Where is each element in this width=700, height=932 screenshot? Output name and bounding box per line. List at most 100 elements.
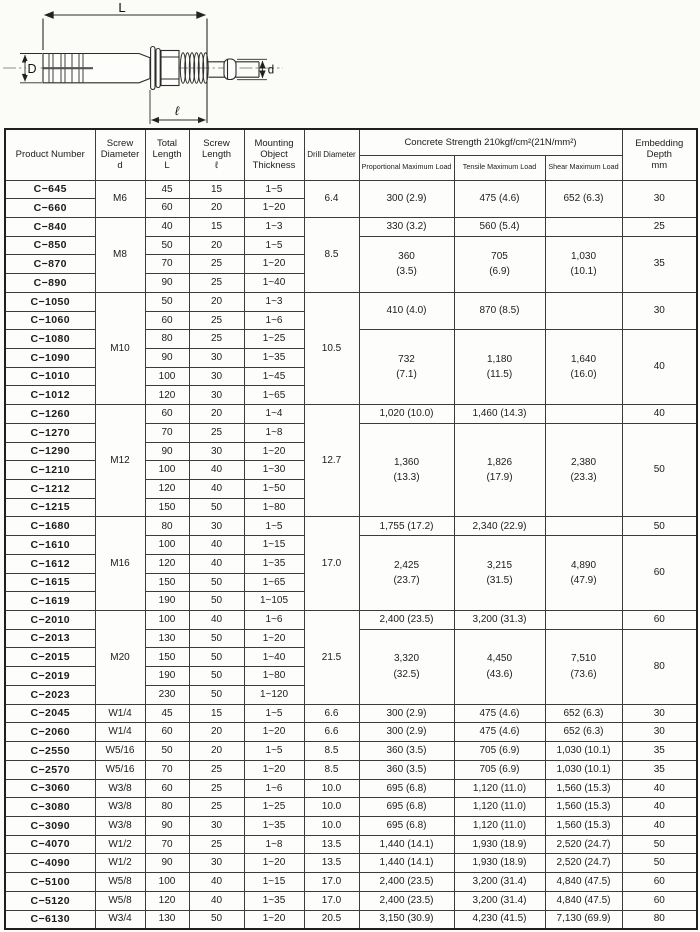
product-number-cell: C−2013 bbox=[4, 628, 96, 649]
spec-cell: 1~65 bbox=[243, 385, 305, 406]
spec-cell: 1~35 bbox=[243, 347, 305, 368]
spec-cell: 3,200 (31.3) bbox=[453, 610, 546, 630]
spec-cell: 30 bbox=[621, 291, 698, 331]
spec-cell: 20 bbox=[188, 741, 245, 761]
product-number-cell: C−1290 bbox=[4, 441, 96, 462]
spec-cell: 50 bbox=[188, 497, 245, 518]
thread-section bbox=[179, 52, 209, 84]
spec-cell: 330 (3.2) bbox=[358, 216, 455, 237]
col-header-drill-diameter: Drill Diameter bbox=[303, 128, 360, 181]
washer bbox=[150, 45, 161, 91]
spec-cell: W3/4 bbox=[94, 909, 146, 930]
spec-cell: 3,320 (32.5) bbox=[358, 628, 455, 705]
spec-cell: 475 (4.6) bbox=[453, 179, 546, 218]
spec-cell: 190 bbox=[144, 591, 190, 612]
col-header-screw-length: Screw Length ℓ bbox=[188, 128, 245, 181]
table-row: C−4090 W1/2 90 30 1~20 13.5 1,440 (14.1) 1,930 … bbox=[4, 853, 698, 874]
spec-cell: 60 bbox=[144, 310, 190, 331]
spec-cell: 21.5 bbox=[303, 610, 360, 705]
spec-cell: 695 (6.8) bbox=[358, 797, 455, 817]
spec-cell: 50 bbox=[144, 291, 190, 312]
spec-cell: 50 bbox=[188, 647, 245, 668]
spec-cell: 50 bbox=[188, 666, 245, 686]
col-header-screw-diameter: Screw Diameter d bbox=[94, 128, 146, 181]
spec-cell: 45 bbox=[144, 703, 190, 724]
product-number-cell: C−2023 bbox=[4, 684, 96, 705]
spec-cell: 1,826 (17.9) bbox=[453, 422, 546, 518]
spec-cell: 30 bbox=[188, 516, 245, 537]
table-row: C−1270 70 25 1~8 1,360 (13.3) 1,826 (17.9) 2,3… bbox=[4, 422, 698, 518]
spec-cell: 2,400 (23.5) bbox=[358, 872, 455, 892]
spec-cell: 45 bbox=[144, 179, 190, 200]
spec-cell: 50 bbox=[144, 235, 190, 256]
spec-cell: 360 (3.5) bbox=[358, 741, 455, 761]
spec-cell: 15 bbox=[188, 179, 245, 200]
spec-cell: 35 bbox=[621, 741, 698, 761]
table-row: C−1680 M16 80 30 1~5 17.0 1,755 (17.2) 2,340 (2… bbox=[4, 516, 698, 612]
table-body: C−645 M6 45 15 1~5 6.4 300 (2.9) 475 (4.6) 652 (… bbox=[4, 179, 698, 930]
spec-cell: 1~8 bbox=[243, 422, 305, 443]
spec-cell: 1,030 (10.1) bbox=[544, 235, 623, 293]
spec-cell: 1~30 bbox=[243, 460, 305, 480]
product-number-cell: C−2570 bbox=[4, 759, 96, 780]
product-number-cell: C−5100 bbox=[4, 872, 96, 892]
spec-cell: M20 bbox=[94, 610, 146, 705]
table-row: C−3090 W3/8 90 30 1~35 10.0 695 (6.8) 1,120 (11… bbox=[4, 815, 698, 836]
spec-cell bbox=[544, 216, 623, 237]
spec-cell: 1~50 bbox=[243, 479, 305, 499]
spec-cell: 1,030 (10.1) bbox=[544, 759, 623, 780]
product-number-cell: C−1012 bbox=[4, 385, 96, 406]
spec-cell: 3,150 (30.9) bbox=[358, 909, 455, 930]
spec-cell: M12 bbox=[94, 404, 146, 518]
spec-cell: 40 bbox=[144, 216, 190, 237]
table-row: C−1260 M12 60 20 1~4 12.7 1,020 (10.0) 1,460 (1… bbox=[4, 404, 698, 518]
spec-cell: 25 bbox=[188, 254, 245, 275]
spec-cell: 3,200 (31.4) bbox=[453, 872, 546, 892]
spec-cell: 90 bbox=[144, 441, 190, 462]
spec-cell: W1/4 bbox=[94, 703, 146, 724]
spec-cell: 1,560 (15.3) bbox=[544, 815, 623, 836]
spec-cell: 12.7 bbox=[303, 404, 360, 518]
product-number-cell: C−1680 bbox=[4, 516, 96, 537]
spec-cell: 1,460 (14.3) bbox=[453, 404, 546, 424]
spec-cell: 30 bbox=[188, 815, 245, 836]
product-number-cell: C−1210 bbox=[4, 460, 96, 480]
product-number-cell: C−1612 bbox=[4, 553, 96, 574]
table-row: C−1010 100 30 1~45 bbox=[4, 366, 697, 387]
spec-cell: 25 bbox=[188, 310, 245, 331]
spec-cell: 1~105 bbox=[243, 591, 305, 612]
spec-cell: 25 bbox=[188, 329, 245, 349]
spec-cell: 25 bbox=[188, 273, 245, 293]
spec-cell: W5/16 bbox=[94, 741, 146, 761]
spec-cell: 2,520 (24.7) bbox=[544, 853, 623, 874]
spec-cell: 7,130 (69.9) bbox=[544, 909, 623, 930]
spec-cell: 1~5 bbox=[243, 235, 305, 256]
spec-cell: 6.4 bbox=[303, 179, 360, 218]
spec-cell: 475 (4.6) bbox=[453, 703, 546, 724]
spec-cell: 60 bbox=[621, 872, 698, 892]
spec-cell: 70 bbox=[144, 834, 190, 855]
spec-cell: 130 bbox=[144, 909, 190, 930]
spec-cell: 60 bbox=[144, 198, 190, 218]
spec-cell bbox=[544, 516, 623, 537]
spec-cell: 10.0 bbox=[303, 815, 360, 836]
spec-cell: 50 bbox=[188, 591, 245, 612]
spec-cell: 40 bbox=[621, 797, 698, 817]
spec-cell: 1~3 bbox=[243, 291, 305, 312]
product-number-cell: C−1080 bbox=[4, 329, 96, 349]
label-backing bbox=[26, 61, 38, 75]
spec-cell: 1~35 bbox=[243, 553, 305, 574]
spec-cell: 1~40 bbox=[243, 273, 305, 293]
spec-cell: 120 bbox=[144, 385, 190, 406]
spec-cell: 4,840 (47.5) bbox=[544, 872, 623, 892]
spec-cell bbox=[544, 610, 623, 630]
spec-cell: 1~20 bbox=[243, 909, 305, 930]
spec-cell: 80 bbox=[621, 628, 698, 705]
spec-cell: 100 bbox=[144, 610, 190, 630]
spec-cell: 10.0 bbox=[303, 797, 360, 817]
spec-cell: 50 bbox=[188, 684, 245, 705]
spec-cell: 40 bbox=[188, 890, 245, 911]
product-number-cell: C−3060 bbox=[4, 778, 96, 799]
spec-cell: 90 bbox=[144, 853, 190, 874]
spec-cell: 40 bbox=[188, 553, 245, 574]
